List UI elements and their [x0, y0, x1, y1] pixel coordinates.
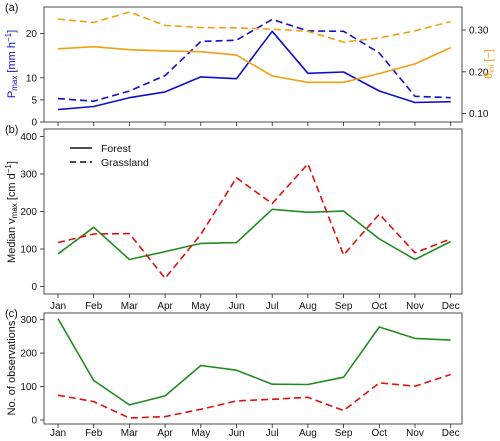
panel-a-right-y-tick-label: 0.30	[469, 26, 489, 37]
panel-c-ylabel: No. of observations	[6, 320, 18, 415]
panel-b-grassland-line	[57, 163, 451, 280]
month-label-jun: Jun	[228, 301, 244, 312]
month-label-oct: Oct	[372, 301, 388, 312]
panel-b-y-tick-label: 300	[20, 170, 37, 181]
panel-b-y-tick-label: 200	[20, 207, 37, 218]
panel-a-left-ylabel: Pmax [mm h−1]	[4, 30, 19, 98]
month-label-oct: Oct	[372, 428, 388, 439]
panel-a-chart: (a) 0 5 10 20 0.10 0.20 0.30 Pmax [mm h−1] θini …	[4, 2, 496, 129]
panel-a-left-grassland-line	[57, 18, 451, 102]
panel-a-left-y-tick-label: 5	[31, 95, 37, 106]
month-label-aug: Aug	[299, 301, 317, 312]
month-label-apr: Apr	[157, 301, 173, 312]
panel-a-left-forest-line	[57, 30, 451, 111]
panel-a-right-y-tick-label: 0.20	[469, 67, 489, 78]
panel-b-y-tick-label: 0	[31, 282, 37, 293]
panel-c-forest-line	[57, 318, 451, 406]
month-label-mar: Mar	[121, 428, 139, 439]
panel-a-left-y-tick-label: 10	[26, 73, 38, 84]
panel-a-right-ylabel: θini [−]	[483, 49, 496, 79]
panel-c-frame	[43, 312, 463, 425]
month-label-jul: Jul	[266, 301, 279, 312]
month-label-mar: Mar	[121, 301, 139, 312]
panel-a-right-forest-line	[57, 45, 452, 84]
panel-a-right-y-tick-label: 0.10	[469, 109, 489, 120]
panel-b-legend: Forest Grassland	[70, 143, 149, 169]
panel-c-y-tick-label: 300	[20, 315, 37, 326]
panel-b-forest-line	[57, 208, 452, 261]
month-label-feb: Feb	[85, 428, 103, 439]
month-label-dec: Dec	[442, 428, 460, 439]
month-label-dec: Dec	[442, 301, 460, 312]
panel-b-y-tick-label: 400	[20, 132, 37, 143]
panel-a-right-grassland-line	[57, 11, 451, 43]
panel-a-left-y-tick-label: 20	[26, 29, 38, 40]
month-label-nov: Nov	[406, 428, 424, 439]
panel-c-y-tick-label: 200	[20, 349, 37, 360]
month-label-aug: Aug	[299, 428, 317, 439]
panel-a-label: (a)	[5, 2, 18, 14]
month-label-sep: Sep	[335, 301, 353, 312]
month-label-apr: Apr	[157, 428, 173, 439]
panel-c-label: (c)	[5, 308, 18, 320]
panel-b-y-tick-label: 100	[20, 245, 37, 256]
month-label-nov: Nov	[406, 301, 424, 312]
panel-b-ylabel: Median vmax [cm d−1]	[4, 161, 19, 263]
month-label-may: May	[191, 301, 210, 312]
month-label-jul: Jul	[266, 428, 279, 439]
month-label-jun: Jun	[228, 428, 244, 439]
x-axis-month-labels: Jan Feb Mar Apr May Jun Jul Aug Sep Oct Nov Dec Jan F…	[50, 301, 460, 439]
month-label-feb: Feb	[85, 301, 103, 312]
month-label-jan: Jan	[50, 428, 66, 439]
legend-forest-label: Forest	[101, 143, 131, 155]
panel-b-chart: (b) Forest Grassland 0 100 200 300 400 Median…	[4, 124, 463, 298]
panel-c-y-tick-label: 100	[20, 382, 37, 393]
panel-c-y-tick-label: 0	[31, 415, 37, 426]
month-label-jan: Jan	[50, 301, 66, 312]
panel-a-frame	[43, 6, 463, 123]
month-label-sep: Sep	[335, 428, 353, 439]
panel-c-grassland-line	[57, 373, 451, 419]
legend-grassland-label: Grassland	[101, 157, 149, 169]
panel-a-left-y-tick-label: 0	[31, 118, 37, 129]
month-label-may: May	[191, 428, 210, 439]
panel-b-label: (b)	[5, 124, 18, 136]
